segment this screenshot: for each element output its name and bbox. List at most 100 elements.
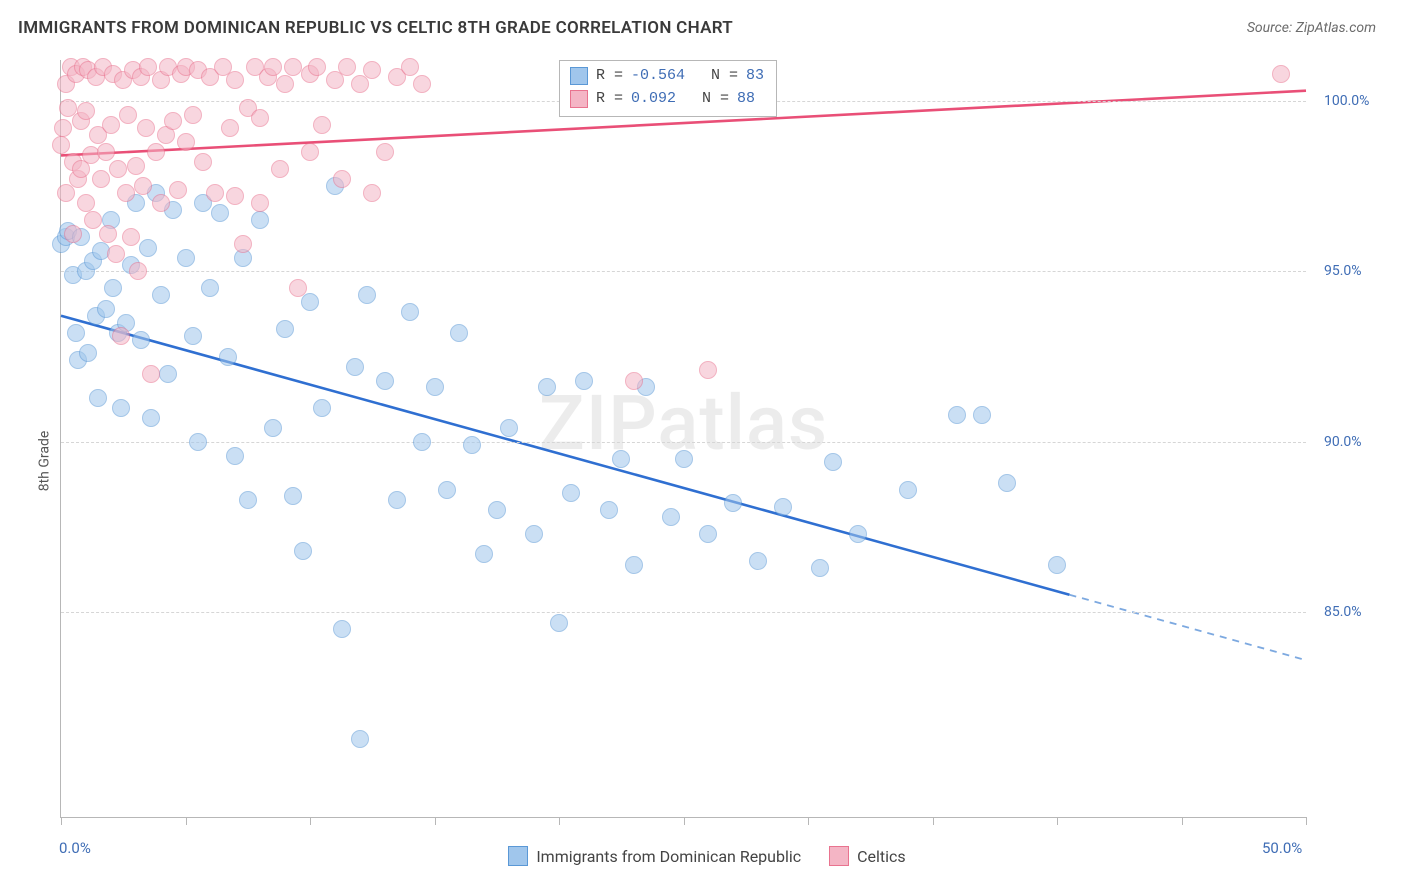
data-point — [575, 372, 593, 390]
data-point — [333, 170, 351, 188]
data-point — [104, 279, 122, 297]
xtick — [684, 817, 685, 825]
data-point — [811, 559, 829, 577]
data-point — [147, 143, 165, 161]
data-point — [142, 365, 160, 383]
data-point — [849, 525, 867, 543]
data-point — [119, 106, 137, 124]
data-point — [313, 399, 331, 417]
data-point — [538, 378, 556, 396]
series-legend: Immigrants from Dominican RepublicCeltic… — [18, 846, 1396, 866]
data-point — [159, 365, 177, 383]
stat-value-n: 88 — [737, 88, 755, 111]
data-point — [221, 119, 239, 137]
data-point — [625, 372, 643, 390]
data-point — [251, 211, 269, 229]
data-point — [177, 133, 195, 151]
data-point — [129, 262, 147, 280]
data-point — [450, 324, 468, 342]
data-point — [201, 279, 219, 297]
regression-line — [61, 316, 1069, 595]
regression-lines-layer — [61, 60, 1306, 817]
data-point — [239, 491, 257, 509]
data-point — [132, 331, 150, 349]
data-point — [301, 293, 319, 311]
data-point — [234, 235, 252, 253]
data-point — [177, 249, 195, 267]
data-point — [948, 406, 966, 424]
data-point — [363, 61, 381, 79]
data-point — [363, 184, 381, 202]
ytick-label: 85.0% — [1324, 604, 1362, 620]
data-point — [401, 58, 419, 76]
data-point — [612, 450, 630, 468]
stat-label: R = — [596, 88, 623, 111]
xtick — [559, 817, 560, 825]
data-point — [774, 498, 792, 516]
legend-swatch — [570, 67, 588, 85]
data-point — [525, 525, 543, 543]
xtick — [1306, 817, 1307, 825]
data-point — [333, 620, 351, 638]
data-point — [112, 327, 130, 345]
data-point — [112, 399, 130, 417]
data-point — [127, 157, 145, 175]
data-point — [271, 160, 289, 178]
stat-value-n: 83 — [746, 65, 764, 88]
data-point — [139, 239, 157, 257]
data-point — [276, 320, 294, 338]
data-point — [134, 177, 152, 195]
data-point — [488, 501, 506, 519]
legend-swatch — [829, 846, 849, 866]
data-point — [142, 409, 160, 427]
data-point — [251, 194, 269, 212]
data-point — [137, 119, 155, 137]
data-point — [122, 228, 140, 246]
data-point — [351, 730, 369, 748]
data-point — [625, 556, 643, 574]
data-point — [52, 136, 70, 154]
data-point — [109, 160, 127, 178]
legend-swatch — [570, 90, 588, 108]
data-point — [699, 361, 717, 379]
data-point — [206, 184, 224, 202]
xtick — [1182, 817, 1183, 825]
plot-area: ZIPatlas 85.0%90.0%95.0%100.0%0.0%50.0%R… — [60, 60, 1306, 818]
data-point — [54, 119, 72, 137]
data-point — [413, 75, 431, 93]
data-point — [413, 433, 431, 451]
xtick — [310, 817, 311, 825]
data-point — [211, 204, 229, 222]
data-point — [289, 279, 307, 297]
data-point — [107, 245, 125, 263]
ytick-label: 95.0% — [1324, 263, 1362, 279]
data-point — [824, 453, 842, 471]
data-point — [169, 181, 187, 199]
data-point — [475, 545, 493, 563]
data-point — [117, 184, 135, 202]
data-point — [749, 552, 767, 570]
data-point — [67, 324, 85, 342]
xtick — [808, 817, 809, 825]
data-point — [64, 225, 82, 243]
gridline-h — [61, 271, 1306, 272]
data-point — [426, 378, 444, 396]
data-point — [276, 75, 294, 93]
ytick-label: 90.0% — [1324, 434, 1362, 450]
data-point — [264, 419, 282, 437]
chart-container: 8th Grade ZIPatlas 85.0%90.0%95.0%100.0%… — [18, 56, 1396, 866]
source-attribution: Source: ZipAtlas.com — [1247, 20, 1376, 36]
gridline-h — [61, 442, 1306, 443]
xtick — [186, 817, 187, 825]
xtick — [1057, 817, 1058, 825]
data-point — [92, 170, 110, 188]
data-point — [699, 525, 717, 543]
stat-label: R = — [596, 65, 623, 88]
data-point — [899, 481, 917, 499]
data-point — [184, 327, 202, 345]
data-point — [973, 406, 991, 424]
data-point — [97, 143, 115, 161]
stats-legend: R = -0.564 N = 83R = 0.092 N = 88 — [559, 60, 777, 117]
data-point — [102, 116, 120, 134]
data-point — [388, 491, 406, 509]
